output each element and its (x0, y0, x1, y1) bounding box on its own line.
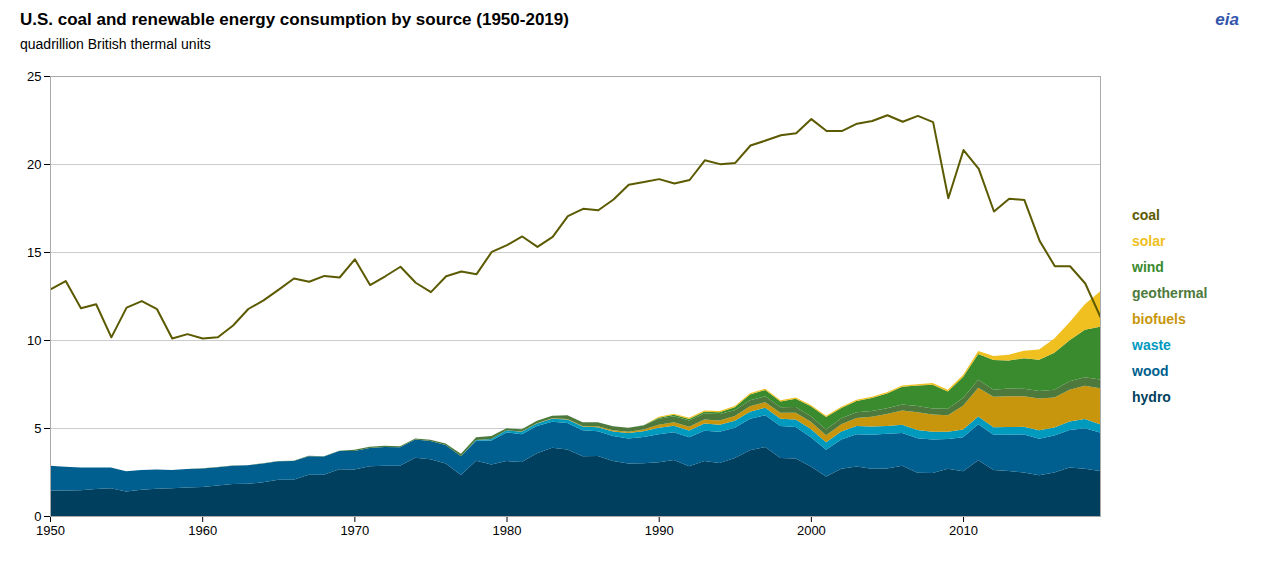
svg-text:2000: 2000 (797, 523, 826, 538)
svg-text:1990: 1990 (645, 523, 674, 538)
svg-text:25: 25 (27, 69, 41, 84)
svg-text:20: 20 (27, 157, 41, 172)
svg-text:1950: 1950 (36, 523, 65, 538)
svg-text:5: 5 (34, 421, 41, 436)
html-text:wind: wind (1132, 259, 1164, 275)
html-text:solar: solar (1132, 233, 1166, 249)
html-text:quadrillion British thermal un: quadrillion British thermal units (20, 36, 211, 52)
html-text:U.S. coal and renewable energy: U.S. coal and renewable energy consumpti… (20, 10, 569, 29)
html-text:hydro: hydro (1132, 389, 1171, 405)
html-text:coal: coal (1132, 207, 1160, 223)
svg-text:0: 0 (34, 509, 41, 524)
html-text:waste: waste (1132, 337, 1171, 353)
svg-text:2010: 2010 (949, 523, 978, 538)
html-text:biofuels: biofuels (1132, 311, 1186, 327)
svg-text:1980: 1980 (493, 523, 522, 538)
svg-text:1960: 1960 (188, 523, 217, 538)
html-text:wood: wood (1132, 363, 1169, 379)
html-text:geothermal: geothermal (1132, 285, 1208, 301)
svg-text:10: 10 (27, 333, 41, 348)
svg-text:1970: 1970 (340, 523, 369, 538)
html-text:eia: eia (1215, 10, 1239, 29)
svg-text:15: 15 (27, 245, 41, 260)
